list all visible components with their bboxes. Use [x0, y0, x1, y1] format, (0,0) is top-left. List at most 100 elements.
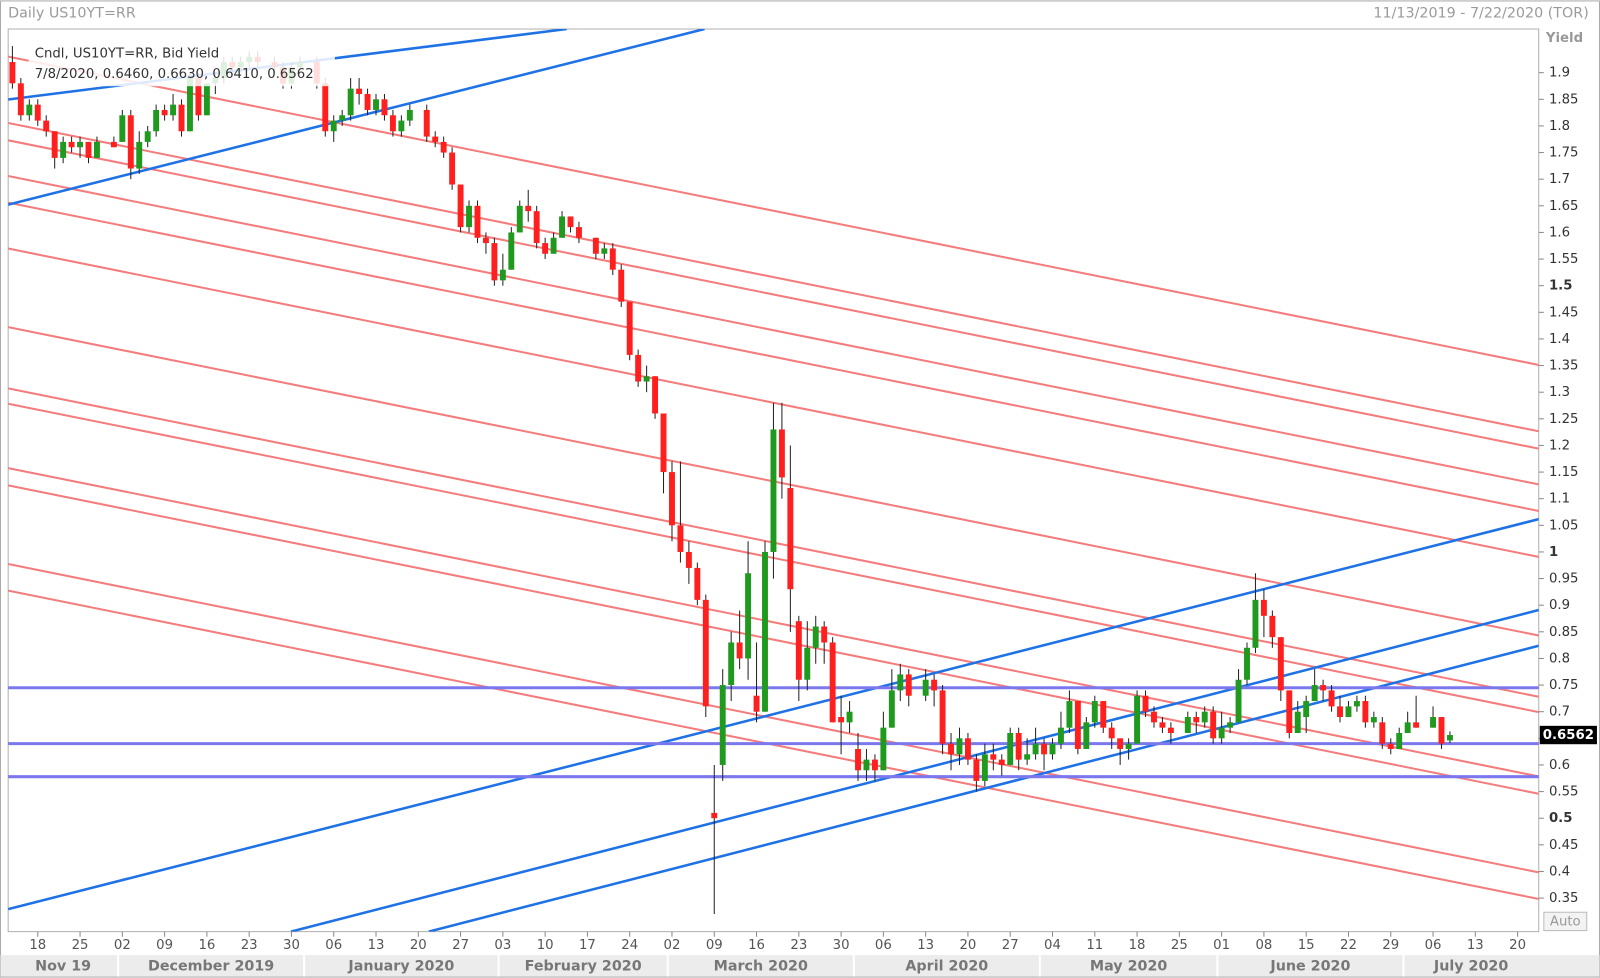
- x-tick-label: 17: [579, 938, 596, 953]
- month-label: December 2019: [148, 958, 274, 974]
- month-label: July 2020: [1433, 958, 1508, 974]
- candle-body: [1100, 701, 1107, 728]
- y-tick-label: 1.05: [1549, 518, 1579, 533]
- candle-body: [787, 488, 794, 590]
- y-tick-label: 1: [1549, 545, 1558, 560]
- y-tick-label: 0.4: [1549, 864, 1570, 879]
- candle-body: [1286, 690, 1293, 734]
- legend-bg: [28, 41, 335, 87]
- candle-body: [601, 248, 608, 254]
- candle-body: [981, 754, 988, 781]
- candle-body: [728, 642, 735, 686]
- candle-body: [1311, 685, 1318, 702]
- candle-body: [1117, 738, 1124, 749]
- legend-label: Cndl, US10YT=RR, Bid Yield: [35, 47, 219, 62]
- x-tick-label: 23: [241, 938, 258, 953]
- last-price-label: 0.6562: [1543, 728, 1594, 743]
- trendline: [8, 175, 1539, 486]
- candle-body: [804, 647, 811, 680]
- x-tick-label: 02: [664, 938, 681, 953]
- candle-body: [1015, 733, 1022, 760]
- x-tick-label: 16: [748, 938, 765, 953]
- x-tick-label: 13: [917, 938, 934, 953]
- candle-body: [905, 674, 912, 696]
- x-tick-label: 09: [156, 938, 173, 953]
- trendline: [8, 139, 1539, 450]
- candle-body: [1387, 743, 1394, 749]
- candle-body: [482, 237, 489, 244]
- candle-body: [1142, 695, 1149, 712]
- candle-body: [1049, 743, 1056, 755]
- candle-body: [1413, 722, 1420, 728]
- y-tick-label: 1.4: [1549, 332, 1570, 347]
- x-tick-label: 06: [875, 938, 892, 953]
- candle-body: [533, 211, 540, 244]
- auto-button-label[interactable]: Auto: [1550, 914, 1581, 929]
- y-tick-label: 1.6: [1549, 225, 1570, 240]
- x-tick-label: 25: [72, 938, 89, 953]
- candle-body: [635, 354, 642, 382]
- candle-body: [347, 88, 354, 116]
- y-tick-label: 0.6: [1549, 758, 1570, 773]
- candle-body: [829, 642, 836, 723]
- candle-body: [1294, 711, 1301, 734]
- x-tick-label: 22: [1340, 938, 1357, 953]
- month-label: January 2020: [347, 958, 454, 974]
- candle-body: [127, 115, 134, 169]
- candle-body: [406, 109, 413, 121]
- candle-body: [17, 83, 24, 116]
- x-tick-label: 20: [959, 938, 976, 953]
- candle-body: [719, 685, 726, 765]
- candle-body: [1193, 717, 1200, 723]
- candles: [9, 46, 1453, 915]
- candle-body: [939, 690, 946, 744]
- candle-body: [93, 141, 100, 158]
- candle-body: [1353, 701, 1360, 707]
- candle-body: [888, 690, 895, 728]
- x-tick-label: 20: [410, 938, 427, 953]
- candle-body: [964, 738, 971, 760]
- trendline: [8, 55, 1539, 366]
- y-tick-label: 0.8: [1549, 651, 1570, 666]
- candle-body: [34, 104, 41, 121]
- candle-body: [525, 205, 532, 212]
- y-tick-label: 1.3: [1549, 385, 1570, 400]
- candle-body: [1091, 701, 1098, 723]
- candle-body: [423, 109, 430, 137]
- candle-body: [110, 141, 117, 148]
- candle-body: [474, 205, 481, 238]
- candle-body: [711, 812, 718, 819]
- candle-body: [491, 243, 498, 281]
- candle-body: [398, 120, 405, 132]
- candle-body: [153, 109, 160, 132]
- x-tick-label: 08: [1255, 938, 1272, 953]
- trendline: [428, 644, 1539, 932]
- candle-body: [322, 83, 329, 132]
- auto-button[interactable]: [1543, 911, 1588, 932]
- candle-body: [1430, 717, 1436, 728]
- x-tick-label: 16: [198, 938, 215, 953]
- candle-body: [652, 376, 659, 414]
- month-label: February 2020: [525, 958, 642, 974]
- candle-body: [863, 759, 870, 771]
- candle-body: [60, 141, 67, 158]
- candle-body: [85, 141, 92, 158]
- candle-body: [609, 248, 616, 270]
- candle-body: [897, 674, 904, 691]
- y-tick-label: 1.2: [1549, 438, 1570, 453]
- candle-body: [931, 679, 938, 691]
- x-tick-label: 10: [537, 938, 554, 953]
- candle-body: [702, 599, 709, 707]
- y-tick-label: 1.85: [1549, 92, 1579, 107]
- y-tick-label: 1.25: [1549, 412, 1579, 427]
- candle-body: [178, 104, 185, 132]
- y-tick-label: 1.1: [1549, 492, 1570, 507]
- date-range: 11/13/2019 - 7/22/2020 (TOR): [1373, 6, 1588, 22]
- x-tick-label: 25: [1171, 938, 1188, 953]
- y-tick-label: 1.5: [1549, 279, 1573, 294]
- candle-body: [736, 642, 743, 659]
- trendline: [8, 563, 1539, 874]
- trendline: [8, 247, 1539, 558]
- trendline: [8, 517, 1539, 911]
- candle-body: [440, 141, 447, 153]
